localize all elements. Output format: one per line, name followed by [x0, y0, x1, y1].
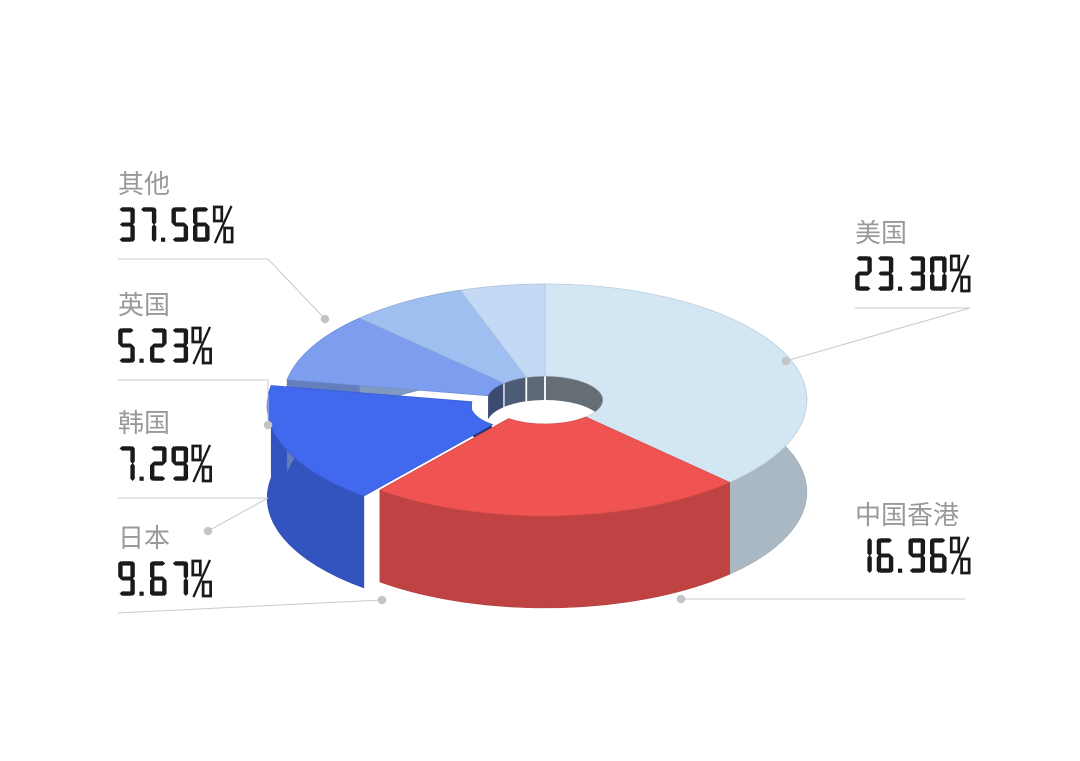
svg-text:美国: 美国 — [855, 218, 907, 248]
svg-text:其他: 其他 — [118, 169, 170, 199]
svg-text:中国香港: 中国香港 — [855, 500, 959, 530]
svg-text:韩国: 韩国 — [118, 408, 170, 438]
svg-text:日本: 日本 — [118, 523, 170, 553]
svg-text:英国: 英国 — [118, 290, 170, 320]
